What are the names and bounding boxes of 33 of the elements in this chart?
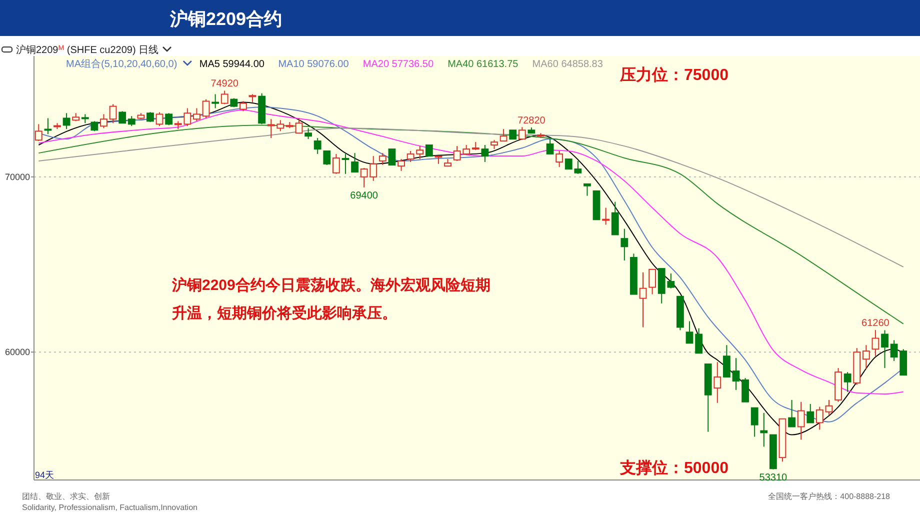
text: MA10 59076.00 <box>278 59 350 70</box>
legend-title: MA组合(5,10,20,40,60,0) <box>66 58 178 70</box>
text: 团结、敬业、求实、创新 <box>22 492 110 501</box>
candlestick <box>732 358 740 390</box>
candlestick <box>639 272 647 328</box>
annotation: 69400 <box>350 190 378 202</box>
candlestick <box>760 412 768 448</box>
text: MA60 64858.83 <box>532 59 604 70</box>
text: 全国统一客户热线：400-8888-218 <box>768 492 891 501</box>
candlestick <box>620 228 628 261</box>
text: MA5 59944.00 <box>199 59 265 70</box>
chart-title: 沪铜2209合约 <box>169 9 282 29</box>
annotation: 支撑位：50000 <box>619 459 729 477</box>
y-tick-label: 70000 <box>4 172 30 182</box>
annotation: 74920 <box>210 78 239 90</box>
candlestick <box>62 112 70 130</box>
text: MA40 61613.75 <box>448 59 519 70</box>
line-series <box>38 124 904 324</box>
annotation: 压力位：75000 <box>619 66 729 84</box>
annotation: 94天 <box>35 470 54 480</box>
text: Solidarity, Professionalism, Factualism,Innovation <box>22 503 198 512</box>
candlestick <box>872 330 880 357</box>
annotation: 53310 <box>759 472 788 484</box>
chart-subtitle: 沪铜2209$^{M}$ (SHFE cu2209) 日线 <box>16 44 159 56</box>
text: MA20 57736.50 <box>362 59 434 70</box>
annotation: 沪铜2209合约今日震荡收跌。海外宏观风险短期升温，短期铜价将受此影响承压。 <box>171 276 490 322</box>
candlestick <box>862 344 870 370</box>
candlestick <box>714 362 722 404</box>
annotation: 61260 <box>862 318 890 330</box>
annotation: 72820 <box>518 115 546 126</box>
y-tick-label: 60000 <box>4 347 30 358</box>
candlestick <box>797 401 805 440</box>
line-series <box>38 128 904 268</box>
